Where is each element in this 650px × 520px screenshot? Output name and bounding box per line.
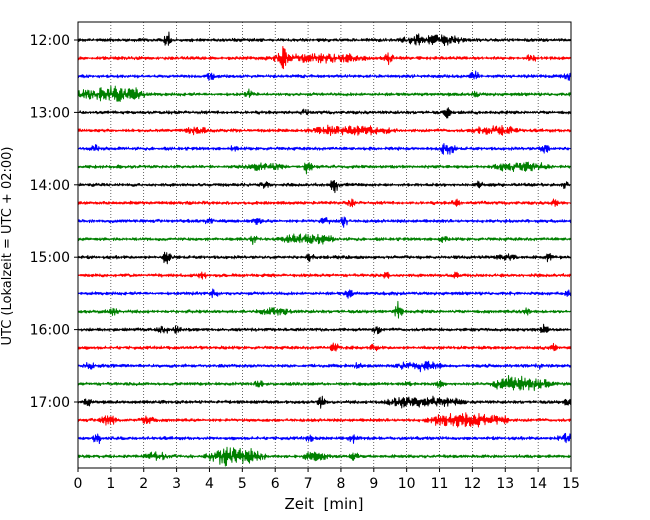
y-tick-label: 13:00 bbox=[30, 105, 70, 121]
trace-line bbox=[77, 70, 572, 81]
trace-line bbox=[77, 342, 572, 352]
x-tick-label: 3 bbox=[172, 476, 181, 492]
x-tick-label: 10 bbox=[398, 476, 416, 492]
trace-line bbox=[77, 323, 572, 335]
trace-line bbox=[77, 360, 572, 373]
y-axis: 12:00 13:00 14:00 15:00 16:00 17:00 bbox=[30, 33, 78, 411]
trace-line bbox=[77, 432, 572, 445]
trace-line bbox=[77, 288, 572, 299]
x-tick-label: 13 bbox=[496, 476, 514, 492]
x-tick-label: 0 bbox=[74, 476, 83, 492]
trace-line bbox=[77, 271, 572, 280]
x-tick-label: 11 bbox=[431, 476, 449, 492]
plot-frame bbox=[77, 21, 572, 469]
x-tick-label: 9 bbox=[369, 476, 378, 492]
grid-lines bbox=[110, 22, 539, 468]
trace-line bbox=[77, 412, 572, 428]
x-tick-label: 14 bbox=[529, 476, 547, 492]
trace-line bbox=[77, 124, 572, 136]
trace-line bbox=[77, 374, 572, 392]
x-tick-label: 7 bbox=[304, 476, 313, 492]
y-tick-label: 15:00 bbox=[30, 250, 70, 266]
y-axis-label: UTC (Lokalzeit = UTC + 02:00) bbox=[0, 147, 15, 346]
trace-line bbox=[77, 45, 572, 70]
trace-group bbox=[77, 31, 572, 467]
trace-line bbox=[77, 395, 572, 409]
trace-line bbox=[77, 179, 572, 194]
x-tick-label: 4 bbox=[205, 476, 214, 492]
x-tick-label: 8 bbox=[336, 476, 345, 492]
y-tick-label: 17:00 bbox=[30, 395, 70, 411]
x-tick-label: 12 bbox=[463, 476, 481, 492]
x-tick-label: 2 bbox=[139, 476, 148, 492]
trace-line bbox=[77, 161, 572, 175]
y-tick-label: 12:00 bbox=[30, 33, 70, 49]
x-tick-label: 5 bbox=[238, 476, 247, 492]
x-tick-label: 6 bbox=[271, 476, 280, 492]
trace-line bbox=[77, 300, 572, 319]
x-tick-label: 15 bbox=[562, 476, 580, 492]
y-tick-label: 14:00 bbox=[30, 178, 70, 194]
trace-line bbox=[77, 107, 572, 119]
x-axis: 0 1 2 3 4 5 6 7 8 9 10 11 12 13 14 15 bbox=[74, 468, 580, 492]
trace-line bbox=[77, 216, 572, 228]
x-tick-label: 1 bbox=[106, 476, 115, 492]
y-tick-label: 16:00 bbox=[30, 323, 70, 339]
trace-line bbox=[77, 85, 572, 102]
trace-line bbox=[77, 233, 572, 245]
x-axis-label: Zeit [min] bbox=[284, 495, 363, 513]
trace-line bbox=[77, 251, 572, 265]
trace-line bbox=[77, 143, 572, 155]
trace-line bbox=[77, 446, 572, 467]
trace-line bbox=[77, 198, 572, 208]
trace-line bbox=[77, 31, 572, 47]
